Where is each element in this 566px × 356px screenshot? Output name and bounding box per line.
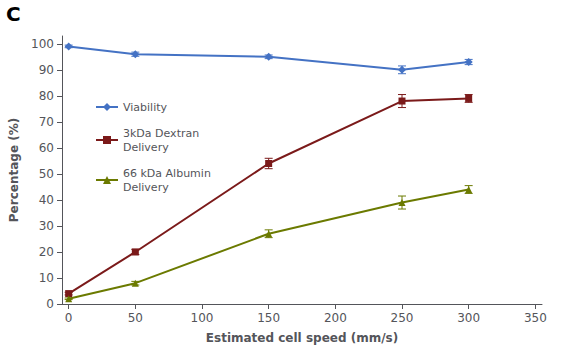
svg-text:Percentage (%): Percentage (%) bbox=[7, 118, 21, 222]
svg-text:0: 0 bbox=[65, 311, 73, 325]
svg-text:40: 40 bbox=[39, 193, 54, 207]
svg-text:350: 350 bbox=[524, 311, 547, 325]
svg-text:50: 50 bbox=[128, 311, 143, 325]
svg-text:Delivery: Delivery bbox=[123, 141, 169, 154]
svg-text:C: C bbox=[6, 2, 21, 26]
svg-text:250: 250 bbox=[391, 311, 414, 325]
svg-text:70: 70 bbox=[39, 115, 54, 129]
svg-text:0: 0 bbox=[46, 297, 54, 311]
svg-text:66 kDa Albumin: 66 kDa Albumin bbox=[123, 167, 211, 180]
svg-text:100: 100 bbox=[31, 37, 54, 51]
svg-text:300: 300 bbox=[457, 311, 480, 325]
svg-text:10: 10 bbox=[39, 271, 54, 285]
svg-text:Viability: Viability bbox=[123, 101, 168, 114]
svg-text:20: 20 bbox=[39, 245, 54, 259]
svg-text:100: 100 bbox=[191, 311, 214, 325]
svg-text:Delivery: Delivery bbox=[123, 181, 169, 194]
svg-text:80: 80 bbox=[39, 89, 54, 103]
svg-text:60: 60 bbox=[39, 141, 54, 155]
svg-text:50: 50 bbox=[39, 167, 54, 181]
svg-text:3kDa Dextran: 3kDa Dextran bbox=[123, 127, 199, 140]
svg-text:Estimated cell speed (mm/s): Estimated cell speed (mm/s) bbox=[206, 331, 398, 345]
svg-text:90: 90 bbox=[39, 63, 54, 77]
svg-text:200: 200 bbox=[324, 311, 347, 325]
svg-text:150: 150 bbox=[257, 311, 280, 325]
svg-text:30: 30 bbox=[39, 219, 54, 233]
